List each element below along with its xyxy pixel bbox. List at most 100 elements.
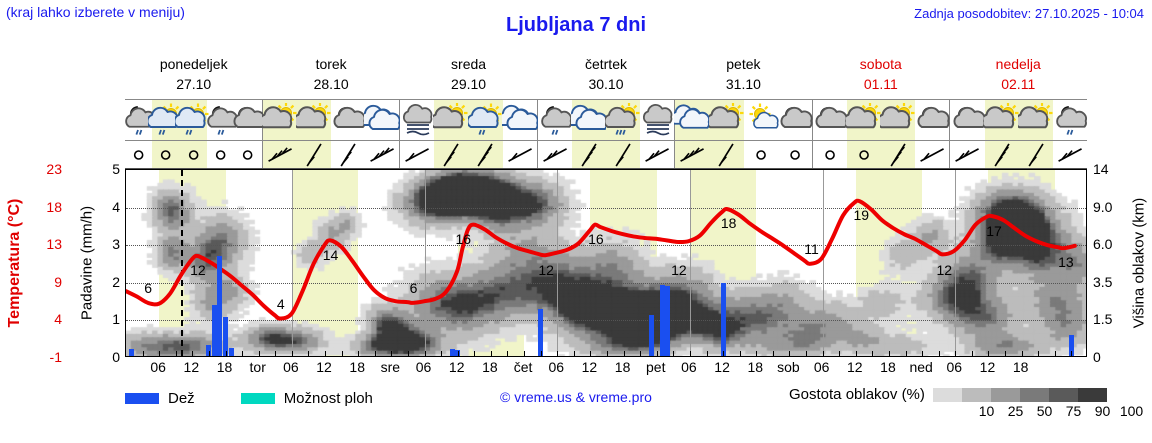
x-axis-tick xyxy=(441,351,443,356)
x-axis-label: 12 xyxy=(714,359,730,375)
day-header-torek: torek 28.10 xyxy=(262,54,399,98)
temperature-label: 4 xyxy=(276,295,285,312)
x-axis-tick xyxy=(955,351,957,356)
precipitation-tick: 0 xyxy=(112,349,120,365)
weather-icon-moon-cloud xyxy=(778,100,813,140)
precipitation-tick: 5 xyxy=(112,161,120,177)
x-axis-tick xyxy=(689,351,691,356)
horizontal-gridline xyxy=(126,207,1086,209)
weather-icon-moon-cloud-drizzle xyxy=(206,100,238,140)
wind-barb-cell xyxy=(915,141,949,168)
x-axis-tick xyxy=(1021,351,1023,356)
precipitation-bar xyxy=(720,282,726,356)
icon-day-group xyxy=(950,100,1087,140)
x-axis-label: 12 xyxy=(581,359,598,375)
x-axis-tick xyxy=(855,351,857,356)
wind-barb-cell xyxy=(538,141,572,168)
wind-barb-row xyxy=(125,141,1087,169)
wind-barb-cell xyxy=(503,141,537,168)
day-header-sreda: sreda 29.10 xyxy=(400,54,537,98)
x-axis-tick xyxy=(789,351,791,356)
precipitation-tick: 3 xyxy=(112,236,120,253)
location-menu-note[interactable]: (kraj lahko izberete v meniju) xyxy=(6,4,185,20)
wind-barb-cell xyxy=(468,141,503,168)
day-header-ponedeljek: ponedeljek 27.10 xyxy=(125,54,262,98)
horizontal-gridline xyxy=(126,245,1086,247)
wind-barb-cell xyxy=(400,141,434,168)
precipitation-bar xyxy=(538,309,544,356)
precipitation-bar xyxy=(648,314,654,356)
weather-icon-sun-cloud xyxy=(880,100,916,140)
day-header-petek: petek 31.10 xyxy=(675,54,812,98)
temperature-tick: 18 xyxy=(46,198,62,215)
x-axis-label: 18 xyxy=(482,359,498,375)
x-axis-label: 18 xyxy=(349,359,365,375)
x-axis-label: pet xyxy=(646,359,666,375)
cloud-density-level-label: 50 xyxy=(1036,403,1053,419)
temperature-tick: 13 xyxy=(46,236,62,253)
weather-icon-sun-cloud xyxy=(1017,100,1053,140)
cloud-height-tick: 9.0 xyxy=(1093,198,1113,215)
temperature-label: 12 xyxy=(538,262,554,279)
x-axis-tick xyxy=(225,351,227,356)
x-axis-label: 18 xyxy=(880,359,896,375)
x-axis-tick xyxy=(573,351,575,356)
cloud-density-ramp xyxy=(932,387,1107,402)
temperature-label: 14 xyxy=(322,246,339,263)
rain-swatch xyxy=(125,392,159,404)
weather-icon-moon-fog xyxy=(400,100,434,140)
cloud-density-ramp-labels: 10 25 50 75 90 100 xyxy=(972,403,1146,419)
temperature-label: 19 xyxy=(853,207,870,224)
temperature-label: 17 xyxy=(986,223,1002,239)
x-axis-tick xyxy=(391,351,393,356)
weather-icon-sun-cloud xyxy=(295,100,331,140)
precipitation-tick: 2 xyxy=(112,273,120,290)
x-axis-tick xyxy=(1005,351,1007,356)
copyright-link[interactable]: © vreme.us & vreme.pro xyxy=(500,389,652,405)
temperature-label: 6 xyxy=(144,280,153,297)
wind-barb-cell xyxy=(675,141,710,168)
wind-day-group xyxy=(813,141,951,168)
temperature-axis-title: Temperatura (°C) xyxy=(2,169,28,357)
wind-day-group xyxy=(400,141,538,168)
x-axis-label: sob xyxy=(777,359,800,375)
x-axis-labels: 06 12 18 tor 06 12 18 sre 06 12 18 čet 06 12 18 pet 06 12… xyxy=(125,359,1087,379)
weather-icon-row xyxy=(124,99,1087,141)
temperature-label: 13 xyxy=(1058,254,1074,271)
cloud-height-tick: 1.5 xyxy=(1093,311,1113,328)
temperature-label: 12 xyxy=(190,262,206,279)
x-axis-label: 12 xyxy=(846,359,863,375)
wind-barb-cell xyxy=(709,141,744,168)
x-axis-tick xyxy=(407,351,409,356)
x-axis-label: 12 xyxy=(448,359,465,375)
x-axis-tick xyxy=(142,351,144,356)
grid-layer xyxy=(126,170,1086,356)
cloud-height-tick: 14 xyxy=(1093,161,1109,177)
precipitation-bar xyxy=(228,347,234,356)
day-header-strip: ponedeljek 27.10 torek 28.10 sreda 29.10 četrt… xyxy=(125,54,1087,98)
precipitation-bar xyxy=(223,316,229,356)
day-boundary-gridline xyxy=(424,170,426,356)
icon-day-group xyxy=(261,100,401,140)
precipitation-legend: Dež Možnost ploh xyxy=(125,386,695,410)
temperature-label: 11 xyxy=(804,241,819,257)
wind-barb-cell xyxy=(606,141,641,168)
x-axis-tick xyxy=(872,351,874,356)
x-axis-label: 06 xyxy=(415,359,432,375)
day-date: 01.11 xyxy=(863,76,898,93)
x-axis-tick xyxy=(474,351,476,356)
showers-legend-label: Možnost ploh xyxy=(283,389,373,407)
wind-day-group xyxy=(950,141,1087,168)
x-axis-tick xyxy=(623,351,625,356)
temperature-curve xyxy=(126,198,1077,321)
x-axis-tick xyxy=(922,351,924,356)
wind-barb-cell xyxy=(331,141,365,168)
weather-icon-sun-cloud-drizzle xyxy=(175,100,209,140)
precipitation-bar xyxy=(1068,335,1074,356)
weather-icon-cloud-drizzle xyxy=(674,100,711,140)
x-axis-tick xyxy=(341,351,343,356)
wind-barb-cell xyxy=(744,141,778,168)
wind-barb-cell xyxy=(881,141,916,168)
x-axis-tick xyxy=(756,351,758,356)
x-axis-tick xyxy=(325,351,327,356)
